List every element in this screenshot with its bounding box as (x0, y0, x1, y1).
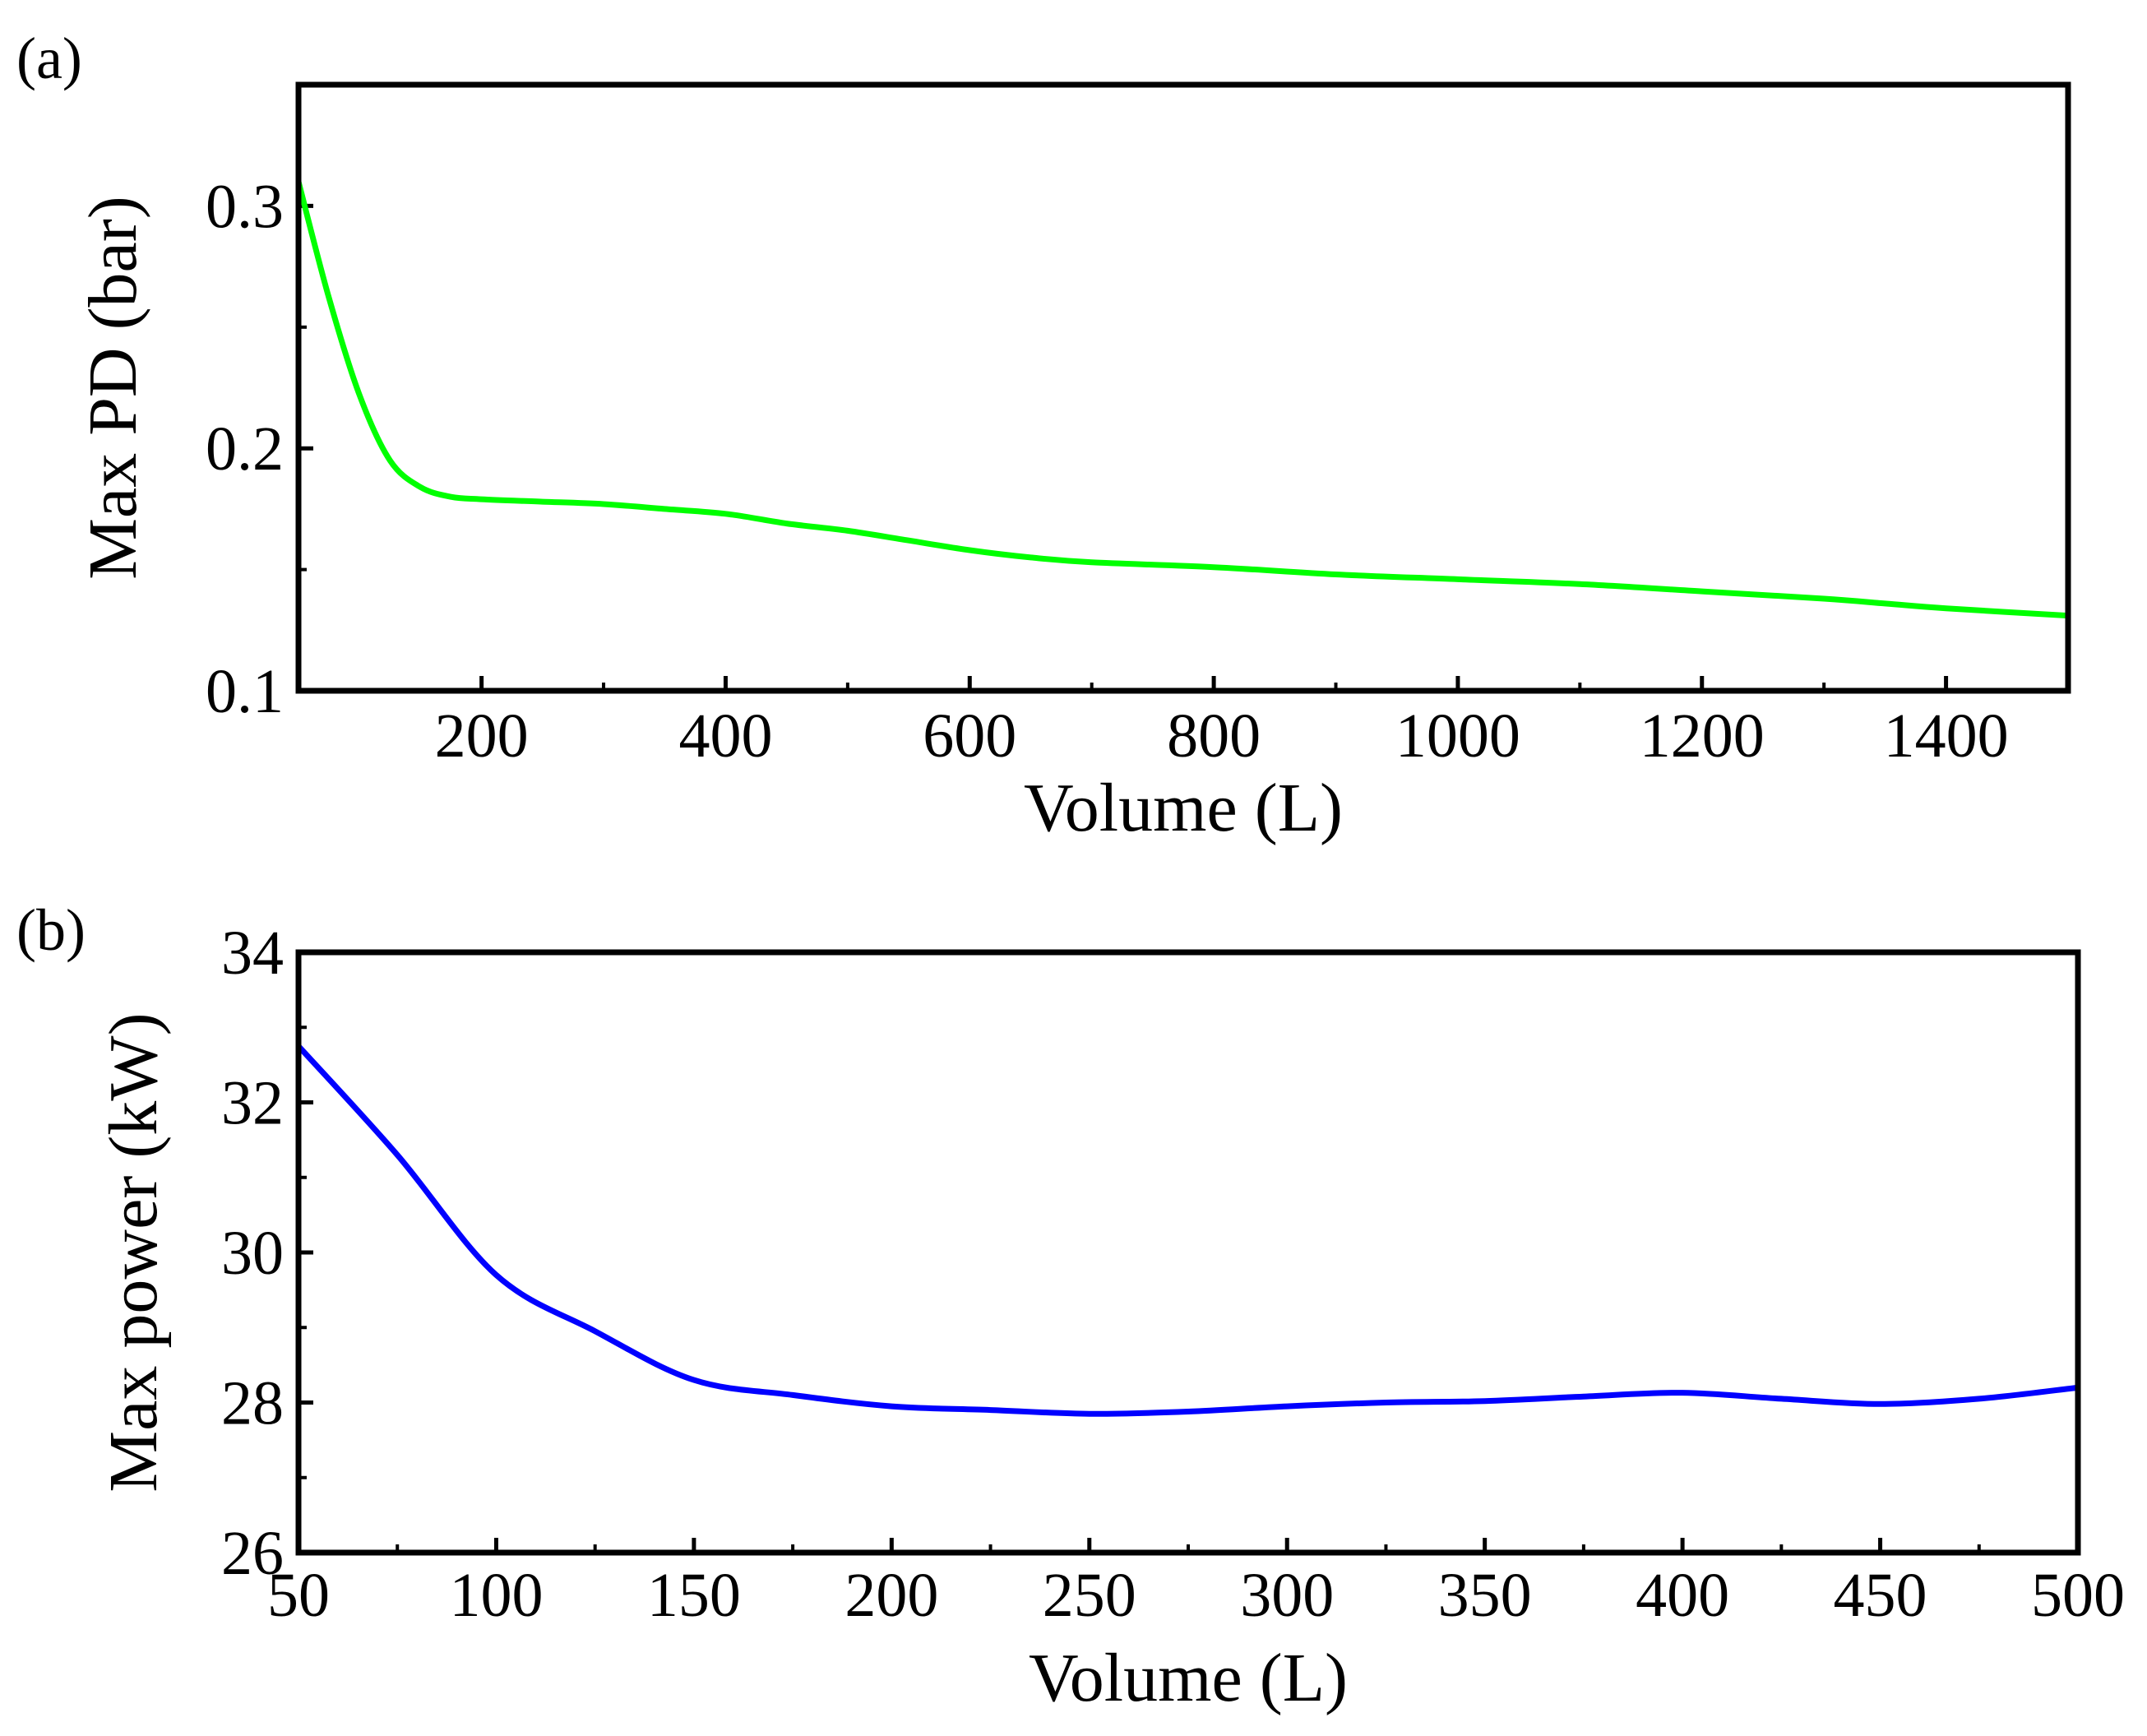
y-tick-label-b: 32 (221, 1069, 284, 1138)
y-axis-title-b: Max power (kW) (95, 1012, 172, 1492)
y-tick-label-a: 0.1 (206, 657, 284, 726)
panel-label-b: (b) (16, 897, 86, 963)
y-tick-label-b: 28 (221, 1369, 284, 1438)
series-line-a (298, 181, 2068, 619)
x-tick-label-b: 100 (449, 1561, 543, 1630)
x-tick-label-a: 1200 (1640, 701, 1765, 771)
y-tick-label-b: 30 (221, 1219, 284, 1288)
series-line-b (298, 1044, 2078, 1417)
x-tick-label-b: 200 (844, 1561, 938, 1630)
x-tick-label-a: 400 (678, 701, 772, 771)
x-tick-label-a: 200 (435, 701, 529, 771)
x-tick-label-b: 250 (1043, 1561, 1136, 1630)
x-tick-label-b: 500 (2031, 1561, 2125, 1630)
x-tick-label-b: 350 (1438, 1561, 1532, 1630)
x-tick-label-a: 1400 (1884, 701, 2009, 771)
x-tick-label-a: 600 (923, 701, 1016, 771)
x-tick-label-b: 450 (1834, 1561, 1927, 1630)
x-tick-label-b: 400 (1636, 1561, 1729, 1630)
y-tick-label-a: 0.2 (206, 414, 284, 484)
x-axis-title-b: Volume (L) (1029, 1640, 1348, 1716)
plot-frame-b (295, 949, 2081, 1556)
x-tick-label-b: 50 (267, 1561, 330, 1630)
panel-b-chart: (b) 50 100 150 200 250 300 350 400 450 500 26 28 30 32… (16, 897, 2125, 1716)
y-tick-label-a: 0.3 (206, 172, 284, 241)
panel-label-a: (a) (16, 25, 82, 91)
x-tick-label-a: 1000 (1395, 701, 1520, 771)
x-tick-label-b: 150 (647, 1561, 741, 1630)
x-axis-title-a: Volume (L) (1024, 770, 1343, 846)
x-tick-label-a: 800 (1167, 701, 1261, 771)
panel-a-chart: (a) 200 400 600 800 1000 1200 1400 0.1 0.2 0.3 Volu… (16, 25, 2071, 846)
plot-frame-a (295, 81, 2071, 694)
x-tick-label-b: 300 (1240, 1561, 1334, 1630)
y-tick-label-b: 26 (221, 1519, 284, 1588)
y-axis-title-a: Max PD (bar) (75, 196, 151, 580)
y-tick-label-b: 34 (221, 919, 284, 988)
